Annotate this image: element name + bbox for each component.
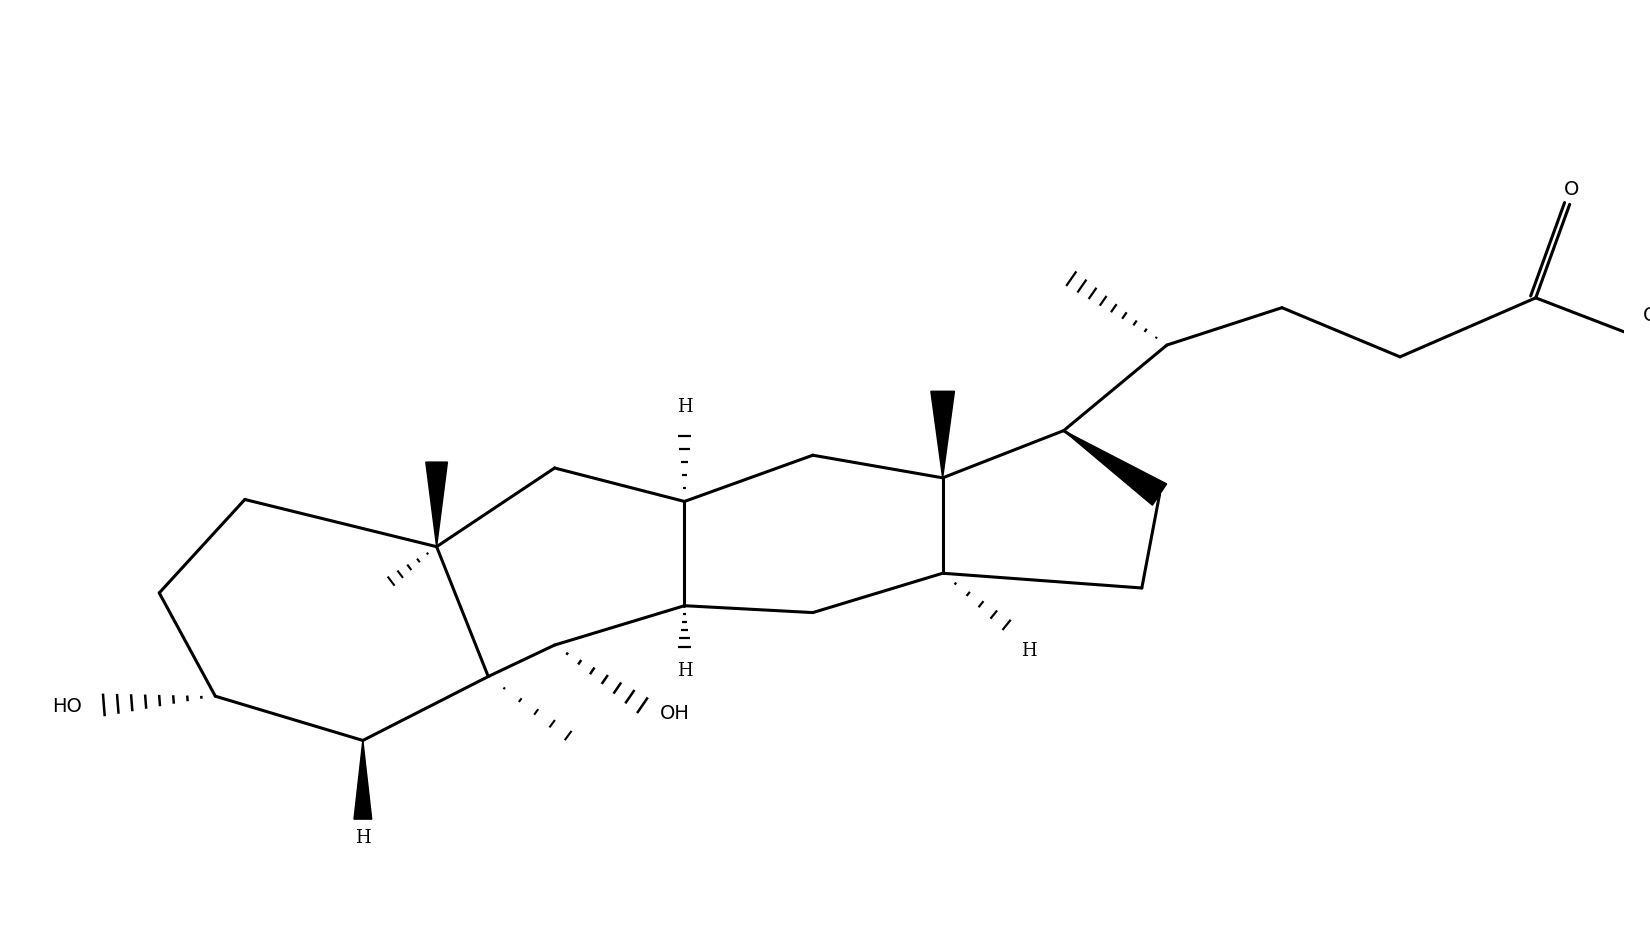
Text: OH: OH: [660, 705, 690, 724]
Text: H: H: [355, 829, 371, 847]
Text: H: H: [676, 398, 693, 416]
Polygon shape: [426, 462, 447, 547]
Text: H: H: [1021, 642, 1036, 660]
Text: H: H: [676, 662, 693, 680]
Polygon shape: [1064, 431, 1167, 505]
Text: HO: HO: [53, 696, 82, 715]
Polygon shape: [355, 740, 371, 819]
Text: O: O: [1564, 181, 1579, 199]
Polygon shape: [931, 391, 954, 478]
Text: O: O: [1643, 306, 1650, 326]
